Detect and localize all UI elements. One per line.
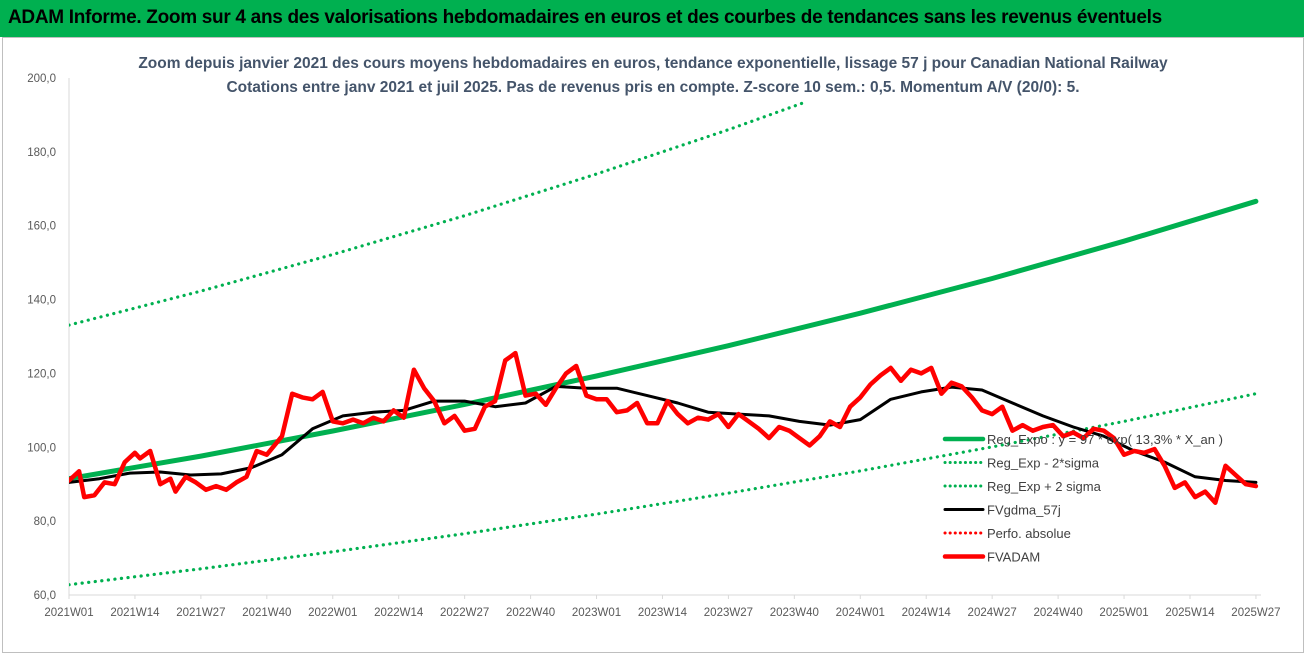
legend-label: Reg_Exp - 2*sigma xyxy=(987,456,1100,471)
x-tick-label: 2024W40 xyxy=(1033,607,1082,619)
chart-panel: Zoom depuis janvier 2021 des cours moyen… xyxy=(2,37,1304,653)
legend-label: FVgdma_57j xyxy=(987,503,1061,518)
series-line-1 xyxy=(69,392,1258,587)
x-tick-label: 2025W01 xyxy=(1099,607,1148,619)
series-line-5 xyxy=(69,350,1259,505)
x-tick-label: 2021W27 xyxy=(176,607,225,619)
series-line-0 xyxy=(69,198,1259,482)
y-tick-label: 180,0 xyxy=(27,147,56,159)
x-tick-label: 2022W27 xyxy=(440,607,489,619)
y-tick-label: 100,0 xyxy=(27,442,56,454)
y-tick-label: 200,0 xyxy=(27,73,56,85)
y-tick-label: 160,0 xyxy=(27,221,56,233)
x-tick-label: 2022W14 xyxy=(374,607,424,619)
series-line-3 xyxy=(69,384,1258,484)
legend-label: Reg_Expo : y = 97 * exp( 13,3% * X_an ) xyxy=(987,432,1223,447)
x-tick-label: 2023W40 xyxy=(770,607,819,619)
legend-label: Reg_Exp + 2 sigma xyxy=(987,479,1102,494)
chart: Zoom depuis janvier 2021 des cours moyen… xyxy=(27,55,1280,619)
x-tick-label: 2021W14 xyxy=(110,607,160,619)
x-tick-label: 2024W01 xyxy=(836,607,885,619)
chart-title-line: Cotations entre janv 2021 et juil 2025. … xyxy=(226,79,1079,96)
x-tick-label: 2025W14 xyxy=(1165,607,1215,619)
x-tick-label: 2023W27 xyxy=(704,607,753,619)
y-tick-label: 60,0 xyxy=(34,590,56,602)
legend-label: FVADAM xyxy=(987,550,1040,565)
x-tick-label: 2023W14 xyxy=(638,607,688,619)
x-tick-label: 2021W40 xyxy=(242,607,291,619)
x-tick-label: 2025W27 xyxy=(1231,607,1280,619)
legend-label: Perfo. absolue xyxy=(987,526,1071,541)
x-tick-label: 2024W27 xyxy=(968,607,1017,619)
header-title: ADAM Informe. Zoom sur 4 ans des valoris… xyxy=(8,7,1162,28)
x-tick-label: 2021W01 xyxy=(44,607,93,619)
x-tick-label: 2022W01 xyxy=(308,607,357,619)
chart-title-line: Zoom depuis janvier 2021 des cours moyen… xyxy=(138,55,1168,72)
header-banner: ADAM Informe. Zoom sur 4 ans des valoris… xyxy=(0,0,1304,37)
y-tick-label: 120,0 xyxy=(27,368,56,380)
series-line-2 xyxy=(69,100,807,327)
x-tick-label: 2024W14 xyxy=(902,607,952,619)
x-tick-label: 2022W40 xyxy=(506,607,555,619)
x-tick-label: 2023W01 xyxy=(572,607,621,619)
y-tick-label: 140,0 xyxy=(27,295,56,307)
y-tick-label: 80,0 xyxy=(34,516,56,528)
